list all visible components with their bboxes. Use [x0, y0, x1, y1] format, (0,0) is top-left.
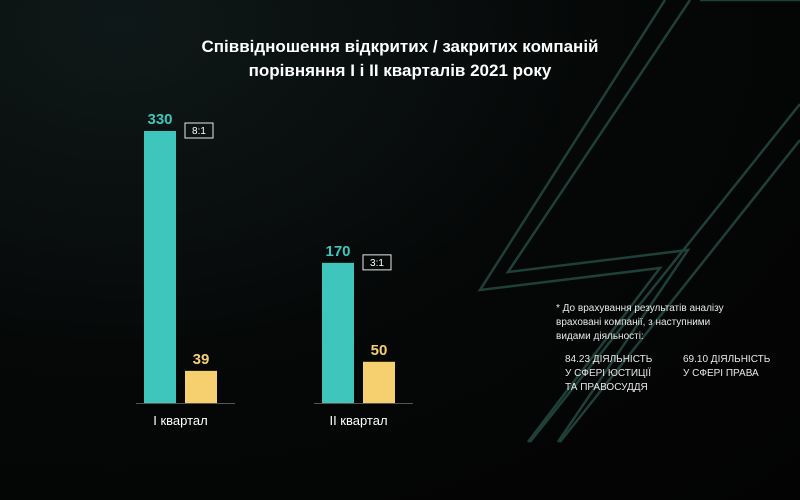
footnote-text: * До врахування результатів аналізу врах…	[556, 303, 724, 342]
ratio-box-q1	[184, 122, 214, 139]
data-label-open-q1: 330	[147, 111, 172, 128]
chart-title-line-2: порівняння І і ІІ кварталів 2021 року	[248, 61, 552, 80]
data-label-open-q2: 170	[325, 243, 350, 260]
ratio-label-q2: 3:1	[370, 258, 384, 269]
footnote-item-1: 84.23 ДІЯЛЬНІСТЬ У СФЕРІ ЮСТИЦІЇ ТА ПРАВ…	[565, 354, 653, 393]
chart-title-line-1: Співвідношення відкритих / закритих комп…	[201, 37, 599, 56]
ratio-label-q1: 8:1	[192, 126, 206, 137]
bar-open-q1	[144, 131, 176, 403]
ratio-box-q2	[362, 254, 392, 271]
data-label-closed-q2: 50	[371, 342, 388, 359]
bar-closed-q1	[185, 370, 217, 403]
data-label-closed-q1: 39	[193, 351, 210, 368]
bar-closed-q2	[363, 361, 395, 403]
category-label-q1: І квартал	[153, 413, 207, 428]
footnote-item-2: 69.10 ДІЯЛЬНІСТЬ У СФЕРІ ПРАВА	[683, 354, 771, 379]
bar-open-q2	[322, 262, 354, 403]
category-label-q2: ІІ квартал	[329, 413, 387, 428]
